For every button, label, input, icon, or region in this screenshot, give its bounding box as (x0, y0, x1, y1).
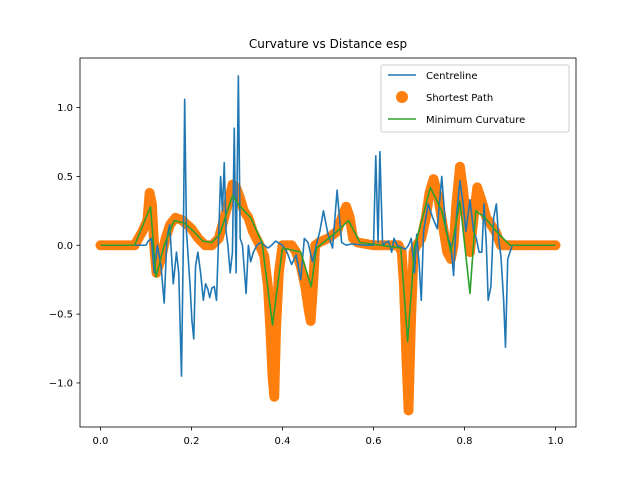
series-layer (95, 75, 561, 416)
y-tick-label: 0.0 (57, 241, 73, 252)
chart-title: Curvature vs Distance esp (249, 37, 407, 51)
y-tick-label: 1.0 (57, 103, 73, 114)
series-centreline (100, 75, 556, 377)
x-tick-label: 0.0 (93, 436, 109, 447)
series-minimum-curvature (100, 186, 556, 343)
plot-content (95, 75, 561, 416)
y-tick-label: 0.5 (57, 172, 73, 183)
legend-centreline-label: Centreline (426, 71, 477, 82)
y-tick-label: −1.0 (49, 378, 73, 389)
x-tick-label: 0.6 (366, 436, 382, 447)
x-tick-label: 0.2 (184, 436, 200, 447)
legend: Centreline Shortest Path Minimum Curvatu… (380, 64, 570, 133)
y-tick-label: −0.5 (49, 310, 73, 321)
legend-box (380, 64, 570, 133)
legend-minimum-curvature-label: Minimum Curvature (426, 115, 525, 126)
legend-shortest-path-label: Shortest Path (426, 93, 493, 104)
x-tick-label: 0.8 (457, 436, 473, 447)
x-tick-label: 0.4 (275, 436, 291, 447)
axes: 0.0 0.2 0.4 0.6 0.8 1.0 −1.0 −0.5 0.0 0.5 1.0 (49, 57, 577, 447)
x-tick-label: 1.0 (548, 436, 564, 447)
legend-shortest-path-swatch (396, 91, 408, 103)
axes-frame (79, 57, 577, 428)
